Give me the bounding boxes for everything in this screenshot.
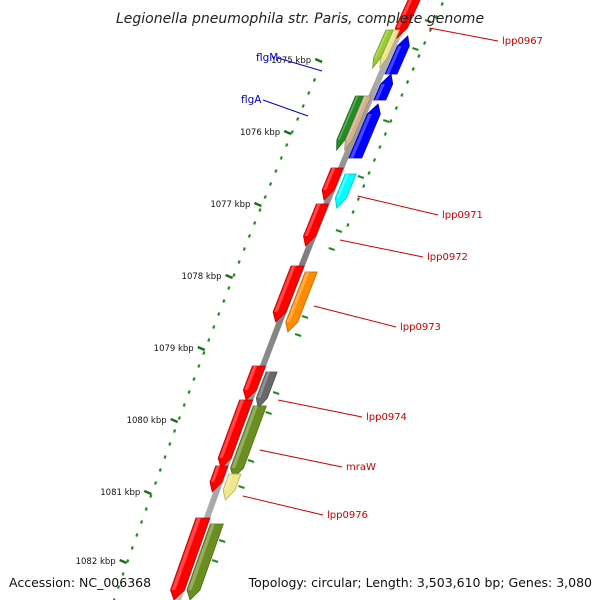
kbp-tick-mark: [119, 558, 128, 565]
kbp-tick-mark: [253, 201, 262, 208]
kbp-tick-label: 1077 kbp: [210, 200, 250, 210]
gc-content-tick: [238, 485, 245, 489]
feature-flgm-khaki[interactable]: [379, 29, 401, 69]
gc-content-tick: [272, 391, 280, 395]
feature-flga-tan[interactable]: [344, 95, 372, 152]
gc-content-tick: [218, 539, 226, 543]
kbp-tick-label: 1081 kbp: [100, 488, 140, 498]
leader-line-flga: [262, 99, 309, 117]
gc-content-tick: [301, 315, 309, 319]
kbp-tick-mark: [283, 129, 292, 136]
gc-content-tick: [328, 247, 336, 251]
feature-flgm-yellowgreen[interactable]: [372, 29, 394, 70]
gene-labels-layer: 1075 kbp 1076 kbp 1077 kbp 1078 kbp 1079 kbp…: [76, 27, 543, 567]
gc-skew-inner-dots: [112, 78, 317, 600]
gene-label-flgm[interactable]: flgM: [256, 52, 278, 64]
leader-line-lpp0973: [313, 305, 397, 328]
leader-line-lpp0971: [357, 195, 439, 216]
gene-label-lpp0972[interactable]: lpp0972: [427, 252, 468, 263]
gene-label-lpp0973[interactable]: lpp0973: [400, 322, 441, 333]
feature-lpp0976a-red[interactable]: [209, 465, 229, 493]
feature-flga-darkgreen[interactable]: [336, 95, 365, 152]
leader-line-lpp0976: [242, 495, 324, 516]
kbp-tick-mark: [314, 57, 323, 64]
kbp-tick-label: 1079 kbp: [154, 344, 194, 354]
features-layer: [170, 0, 424, 600]
gc-content-tick: [247, 459, 255, 463]
feature-lpp0967-red[interactable]: [394, 0, 424, 39]
gene-label-flga[interactable]: flgA: [241, 94, 262, 106]
feature-lpp0971-cyan[interactable]: [334, 173, 357, 209]
leader-line-mraw: [259, 449, 343, 468]
feature-lpp0972b-red[interactable]: [272, 265, 305, 323]
genome-title: Legionella pneumophila str. Paris, compl…: [116, 11, 484, 27]
feature-lpp0976-khaki[interactable]: [222, 473, 242, 501]
gc-dots-layer: [112, 2, 444, 600]
gc-content-tick: [211, 559, 219, 563]
gc-content-tick: [265, 411, 272, 415]
gene-label-lpp0971[interactable]: lpp0971: [442, 210, 483, 221]
feature-lpp0977-olive[interactable]: [186, 523, 224, 600]
kbp-tick-label: 1076 kbp: [240, 128, 280, 138]
feature-lpp0973-orange[interactable]: [285, 271, 318, 333]
kbp-tick-label: 1078 kbp: [182, 272, 222, 282]
gc-content-tick: [294, 333, 302, 337]
gene-label-mraw[interactable]: mraW: [346, 462, 376, 473]
gc-content-tick: [335, 229, 343, 233]
feature-lpp0970-red[interactable]: [321, 167, 344, 201]
feature-mraw-olive[interactable]: [230, 405, 267, 479]
feature-mraw-red[interactable]: [217, 399, 254, 469]
accession-text: Accession: NC_006368: [9, 575, 151, 590]
topology-summary: Topology: circular; Length: 3,503,610 bp…: [248, 575, 592, 590]
tick-marks-layer: [119, 19, 432, 565]
gc-content-tick: [357, 175, 365, 179]
leader-line-lpp0974: [278, 399, 363, 418]
leader-line-flgm: [277, 57, 323, 72]
kbp-tick-label: 1075 kbp: [271, 56, 311, 66]
leader-line-lpp0967: [429, 27, 499, 42]
leader-line-lpp0972: [339, 239, 424, 258]
feature-lpp0974-red[interactable]: [242, 365, 266, 401]
gc-skew-outer-dots: [346, 2, 444, 227]
kbp-tick-mark: [170, 417, 179, 424]
kbp-tick-label: 1082 kbp: [76, 557, 116, 567]
feature-lpp0974-gray[interactable]: [255, 371, 278, 409]
feature-lpp0977-red[interactable]: [170, 517, 211, 600]
gene-label-lpp0974[interactable]: lpp0974: [366, 412, 407, 423]
gene-label-lpp0967[interactable]: lpp0967: [502, 36, 543, 47]
feature-flga-blue[interactable]: [348, 103, 381, 159]
gc-content-tick: [412, 47, 419, 51]
gene-label-lpp0976[interactable]: lpp0976: [327, 510, 368, 521]
kbp-tick-mark: [225, 273, 234, 280]
feature-lpp0972-red[interactable]: [303, 203, 329, 247]
feature-flga-blue-small[interactable]: [373, 73, 394, 101]
gc-content-tick: [424, 19, 432, 23]
kbp-tick-label: 1080 kbp: [127, 416, 167, 426]
kbp-tick-mark: [197, 345, 206, 352]
gc-content-tick: [382, 119, 390, 123]
kbp-tick-mark: [143, 489, 152, 496]
